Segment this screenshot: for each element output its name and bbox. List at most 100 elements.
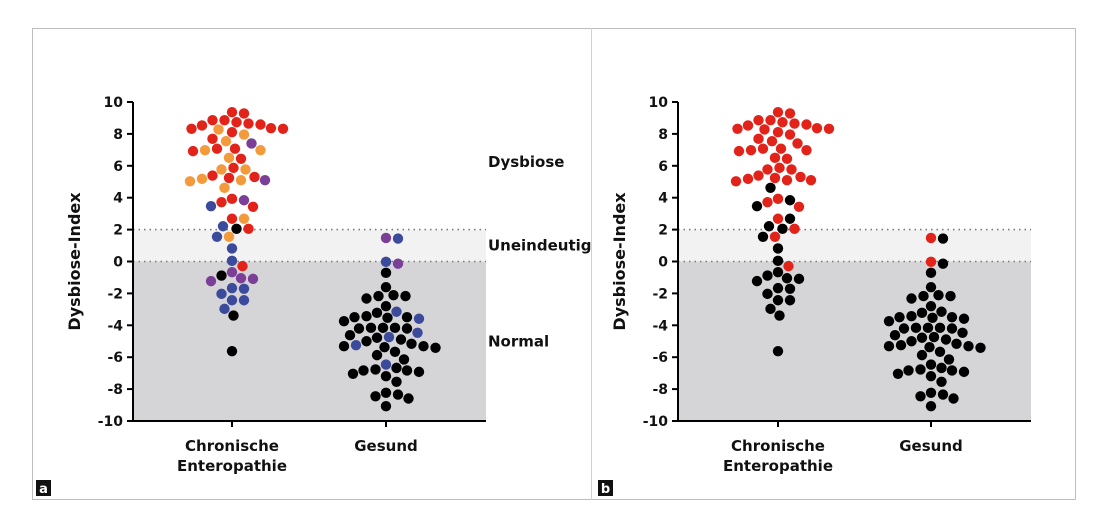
data-point xyxy=(751,275,763,287)
data-point xyxy=(216,270,227,281)
data-point xyxy=(762,270,773,281)
data-point xyxy=(401,311,413,323)
data-point xyxy=(928,331,940,343)
data-point xyxy=(377,322,389,334)
data-point xyxy=(388,289,399,301)
x-tick-label-line: Enteropathie xyxy=(723,457,833,475)
zone-band xyxy=(678,229,1031,262)
data-point xyxy=(406,338,417,350)
data-point xyxy=(353,323,365,334)
y-tick-label: 0 xyxy=(113,255,123,271)
data-point xyxy=(238,108,250,119)
data-point xyxy=(370,364,381,375)
data-point xyxy=(223,231,235,242)
data-point xyxy=(392,233,404,244)
panel-b: 10 8 6 4 2 0 -2 -4 -6 -8 -10 Dysbiose-Index Chronisc… xyxy=(598,95,1031,497)
data-point xyxy=(943,354,955,365)
data-point xyxy=(895,340,907,351)
data-point xyxy=(380,232,392,244)
data-point xyxy=(946,311,958,323)
data-point xyxy=(226,243,238,254)
data-point xyxy=(392,389,404,400)
data-point xyxy=(793,273,805,285)
data-point xyxy=(910,322,922,334)
y-tick-label: -10 xyxy=(98,414,124,430)
data-point xyxy=(231,223,242,235)
data-point xyxy=(349,311,360,323)
data-point xyxy=(380,300,392,312)
data-point xyxy=(365,322,377,334)
data-point xyxy=(925,387,937,398)
data-point xyxy=(925,281,937,293)
data-point xyxy=(753,133,764,145)
data-point xyxy=(243,223,254,235)
data-point xyxy=(186,123,197,134)
y-tick-label: -4 xyxy=(107,318,123,334)
data-point xyxy=(936,306,947,317)
data-point xyxy=(401,323,413,334)
data-point xyxy=(216,288,227,300)
data-point xyxy=(762,196,773,208)
data-point xyxy=(371,349,383,361)
data-point xyxy=(361,293,372,304)
data-point xyxy=(380,370,392,382)
panel-a: Dysbiose Uneindeutig Normal 10 8 6 4 2 0 -2 -4 -6 -8… xyxy=(36,95,592,497)
data-point xyxy=(226,193,238,205)
data-point xyxy=(811,122,823,134)
y-tick-label: -10 xyxy=(643,414,669,430)
data-point xyxy=(925,370,937,382)
data-point xyxy=(246,138,257,149)
data-point xyxy=(784,129,796,140)
y-tick-label: 10 xyxy=(104,95,124,111)
data-point xyxy=(247,273,259,285)
data-point xyxy=(259,174,271,186)
data-point xyxy=(255,144,266,156)
data-point xyxy=(784,108,796,119)
x-tick-label: Gesund xyxy=(354,437,418,455)
data-point xyxy=(766,136,778,147)
data-point xyxy=(945,290,956,302)
data-point xyxy=(383,331,395,343)
data-point xyxy=(742,120,754,131)
data-point xyxy=(380,387,392,398)
data-point xyxy=(223,152,235,164)
data-point xyxy=(915,364,926,375)
data-point xyxy=(395,334,407,345)
panel-badge xyxy=(36,480,51,496)
data-point xyxy=(772,266,784,278)
y-tick-label: 4 xyxy=(658,191,668,207)
data-point xyxy=(391,376,402,387)
data-point xyxy=(925,359,937,370)
data-point xyxy=(370,391,381,402)
data-point xyxy=(235,174,247,186)
data-point xyxy=(249,171,260,183)
data-point xyxy=(745,144,757,156)
data-point xyxy=(226,266,238,278)
data-point xyxy=(925,256,937,268)
data-point xyxy=(772,193,784,205)
data-point xyxy=(769,172,781,184)
data-point xyxy=(205,200,217,212)
data-point xyxy=(916,307,928,319)
data-point xyxy=(784,295,796,306)
x-tick-label: Chronische Enteropathie xyxy=(177,437,287,475)
data-point xyxy=(361,336,372,347)
data-point xyxy=(903,365,914,376)
data-point xyxy=(774,310,785,321)
y-tick-label: 8 xyxy=(658,127,668,143)
data-point xyxy=(350,340,362,351)
data-point xyxy=(772,126,784,138)
zone-label: Normal xyxy=(488,332,549,350)
data-point xyxy=(757,143,769,154)
data-point xyxy=(235,153,247,164)
data-point xyxy=(413,366,425,378)
data-point xyxy=(219,303,230,315)
data-point xyxy=(265,122,277,134)
y-tick-label: 6 xyxy=(658,159,668,175)
zone-band xyxy=(678,261,1031,421)
data-point xyxy=(958,366,970,378)
data-point xyxy=(781,153,793,164)
data-point xyxy=(775,143,787,154)
data-point xyxy=(777,117,788,128)
data-point xyxy=(338,315,350,327)
